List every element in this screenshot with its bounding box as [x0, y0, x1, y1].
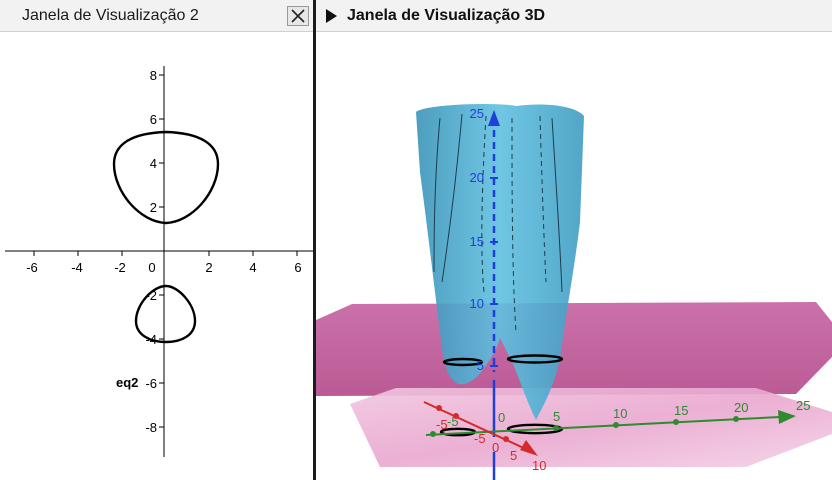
y-axis-ticks: [430, 416, 739, 437]
view2-title: Janela de Visualização 2: [22, 6, 199, 24]
x-axis-ticks: [436, 405, 509, 442]
origin-label-x0: 0: [492, 440, 499, 455]
x-tick-label: -4: [71, 260, 83, 275]
graphics-view-3d[interactable]: Janela de Visualização 3D: [316, 0, 832, 480]
plane-upper[interactable]: [316, 302, 832, 396]
z-axis-arrow: [488, 110, 500, 126]
x-tick-label: -6: [26, 260, 38, 275]
z-tick-label: 25: [470, 106, 484, 121]
y-tick-label: 8: [150, 68, 157, 83]
y-tick-label: 4: [150, 156, 157, 171]
y3d-tick-label: 15: [674, 403, 688, 418]
section-ellipse-right[interactable]: [506, 354, 564, 364]
close-view-button[interactable]: [287, 6, 309, 26]
y3d-tick-label: 5: [553, 409, 560, 424]
x-tick-label: 2: [205, 260, 212, 275]
panel-divider[interactable]: [313, 0, 316, 480]
graphics-view-2[interactable]: Janela de Visualização 2 -6 -4 -2 0 2 4: [0, 0, 313, 480]
curve-upper-loop[interactable]: [112, 130, 220, 225]
x-axis-ticks: [33, 251, 298, 256]
y-tick-label: 6: [150, 112, 157, 127]
graph-2d-canvas[interactable]: -6 -4 -2 0 2 4 6 8 6 4 2 -2 -4 -6: [0, 32, 313, 480]
y-axis-3d: [425, 416, 781, 436]
y-tick-label: -2: [145, 288, 157, 303]
view3d-title: Janela de Visualização 3D: [347, 6, 546, 24]
triangle-right-icon[interactable]: [326, 8, 337, 23]
y-tick-label: 2: [150, 200, 157, 215]
origin-label-x: -5: [474, 431, 486, 446]
origin-label: 0: [148, 260, 155, 275]
x-axis-3d: [423, 401, 529, 451]
view2-titlebar[interactable]: Janela de Visualização 2: [0, 0, 313, 32]
y3d-tick-label: 25: [796, 398, 810, 413]
x-axis-arrow: [520, 440, 538, 456]
z-axis-ticks: [490, 177, 498, 367]
curve-lower-loop[interactable]: [134, 284, 197, 344]
y-axis-ticks: [159, 74, 164, 428]
y-tick-label: -8: [145, 420, 157, 435]
z-tick-label: 15: [470, 234, 484, 249]
z-tick-label: 20: [470, 170, 484, 185]
y3d-tick-label: 20: [734, 400, 748, 415]
x3d-tick-label: 5: [510, 448, 517, 463]
origin-label-y0: 0: [498, 410, 505, 425]
z-tick-label: 5: [477, 358, 484, 373]
section-ellipse-left[interactable]: [442, 357, 484, 367]
x-tick-label: 6: [294, 260, 301, 275]
y3d-tick-label: 10: [613, 406, 627, 421]
y-axis-arrow: [778, 410, 796, 424]
curve-label: eq2: [116, 375, 138, 390]
surface-mesh: [433, 113, 563, 333]
view3d-titlebar[interactable]: Janela de Visualização 3D: [316, 0, 832, 32]
y-tick-label: -6: [145, 376, 157, 391]
graph-3d-canvas[interactable]: 5 10 15 20 25 5 10 15 20 25: [316, 32, 832, 480]
origin-label-y: -5: [447, 414, 459, 429]
x-tick-label: 4: [249, 260, 256, 275]
x3d-tick-label: 10: [532, 458, 546, 473]
close-icon: [291, 9, 305, 23]
x-tick-label: -2: [114, 260, 126, 275]
z-tick-label: 10: [470, 296, 484, 311]
x3d-tick-label: -5: [436, 417, 448, 432]
